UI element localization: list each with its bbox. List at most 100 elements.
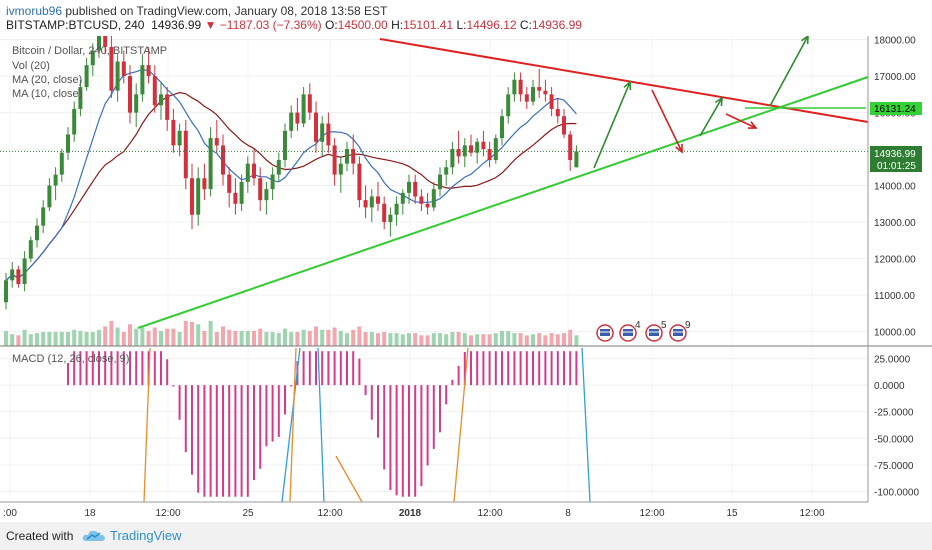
candle-body (407, 181, 411, 193)
candle-body (22, 258, 27, 284)
volume-bar (134, 328, 139, 346)
price-tick: 11000.00 (874, 291, 915, 302)
volume-bar (10, 334, 15, 346)
event-markers: 4 5 9 (596, 320, 691, 342)
candle-body (481, 141, 486, 150)
candle-body (4, 280, 8, 303)
time-tick: 25 (242, 508, 254, 519)
volume-bar (431, 333, 436, 346)
macd-line (317, 347, 325, 503)
candle-body (177, 130, 182, 146)
author-link[interactable]: ivmorub96 (6, 4, 63, 18)
volume-bar (128, 324, 132, 346)
volume-bar (159, 330, 163, 346)
change-arrow-icon: ▼ (204, 18, 217, 32)
volume-bar (16, 335, 21, 346)
volume-bar (363, 332, 368, 346)
candle-body (357, 163, 362, 201)
volume-bar (407, 333, 411, 346)
volume-bar (450, 332, 455, 346)
candle-body (450, 149, 455, 168)
candle-body (531, 87, 535, 102)
volume-bar (487, 334, 492, 346)
volume-bar (115, 327, 120, 346)
candle-body (382, 203, 387, 222)
event-count: 5 (661, 320, 667, 331)
price-change: −1187.03 (−7.36%) (219, 18, 322, 32)
chart-header: ivmorub96 published on TradingView.com, … (0, 0, 932, 36)
price-chart[interactable]: 4 5 9 25.0000 0.0000 -25.0000 -50.0000 -75.000… (0, 36, 932, 522)
publish-line: ivmorub96 published on TradingView.com, … (6, 4, 387, 18)
candle-body (208, 138, 213, 190)
moving-averages (5, 68, 577, 281)
volume-bar (121, 332, 126, 346)
forecast-arrow-down-2-head (747, 121, 758, 129)
low-value: 14496.12 (466, 18, 517, 32)
published-text: published on TradingView.com, January 08… (65, 4, 388, 18)
volume-bar (369, 332, 374, 346)
volume-bar (35, 333, 39, 346)
tradingview-brand[interactable]: TradingView (110, 528, 182, 543)
time-tick: 18 (84, 508, 96, 519)
forecast-arrow-down-2 (725, 113, 757, 129)
candle-body (121, 61, 126, 77)
candle-body (444, 167, 449, 175)
candle-body (227, 174, 232, 193)
candle-body (97, 36, 101, 51)
close-value: 14936.99 (531, 18, 582, 32)
volume-bar (326, 329, 331, 346)
volume-bar (202, 330, 207, 346)
forecast-arrow-up-1-head (623, 80, 632, 91)
forecast-arrow-up-1 (593, 81, 631, 169)
candle-body (41, 207, 46, 226)
volume-bar (208, 320, 213, 346)
candle-body (239, 181, 244, 204)
volume-bar (90, 332, 95, 346)
candle-body (338, 163, 343, 175)
tradingview-cloud-icon[interactable] (82, 528, 106, 544)
volume-bars (4, 320, 579, 346)
candle-body (283, 130, 287, 160)
volume-bar (84, 332, 89, 346)
candle-body (140, 65, 145, 95)
volume-bar (400, 334, 405, 346)
volume-bar (221, 326, 225, 346)
drawings (0, 36, 869, 329)
volume-bar (382, 332, 387, 346)
volume-bar (357, 326, 362, 346)
macd-line (281, 347, 301, 503)
volume-bar (283, 328, 287, 346)
candle-body (10, 269, 15, 281)
candle-body (59, 152, 64, 175)
forecast-arrow-up-3 (769, 36, 809, 107)
candle-body (524, 94, 529, 102)
candle-body (258, 178, 263, 201)
candle-body (165, 94, 170, 120)
candle-body (574, 151, 579, 168)
volume-bar (481, 334, 486, 346)
volume-bar (28, 334, 33, 346)
candle-body (469, 145, 473, 153)
time-axis[interactable]: :00 18 12:00 25 12:00 2018 12:00 8 12:00 15 12:00 (3, 508, 825, 519)
candle-body (351, 149, 356, 164)
volume-bar (543, 335, 548, 346)
candle-body (190, 178, 194, 215)
price-axis[interactable]: 18000.0017000.0016000.0015000.0014000.00… (874, 36, 916, 338)
macd-line (581, 347, 591, 503)
volume-bar (4, 330, 8, 346)
volume-bar (270, 332, 275, 346)
candle-body (270, 174, 275, 190)
legend-vol: Vol (20) (12, 60, 50, 72)
time-tick: 12:00 (639, 508, 664, 519)
volume-bar (568, 329, 573, 346)
candle-body (47, 185, 52, 208)
candle-body (518, 79, 523, 95)
level-price-text: 16131.24 (874, 104, 916, 115)
candle-body (84, 65, 89, 88)
candle-body (289, 112, 294, 131)
volume-bar (351, 329, 356, 346)
price-tick: 18000.00 (874, 36, 916, 47)
candle-body (252, 163, 256, 179)
last-price-text: 14936.99 (874, 149, 916, 160)
volume-bar (376, 333, 380, 346)
